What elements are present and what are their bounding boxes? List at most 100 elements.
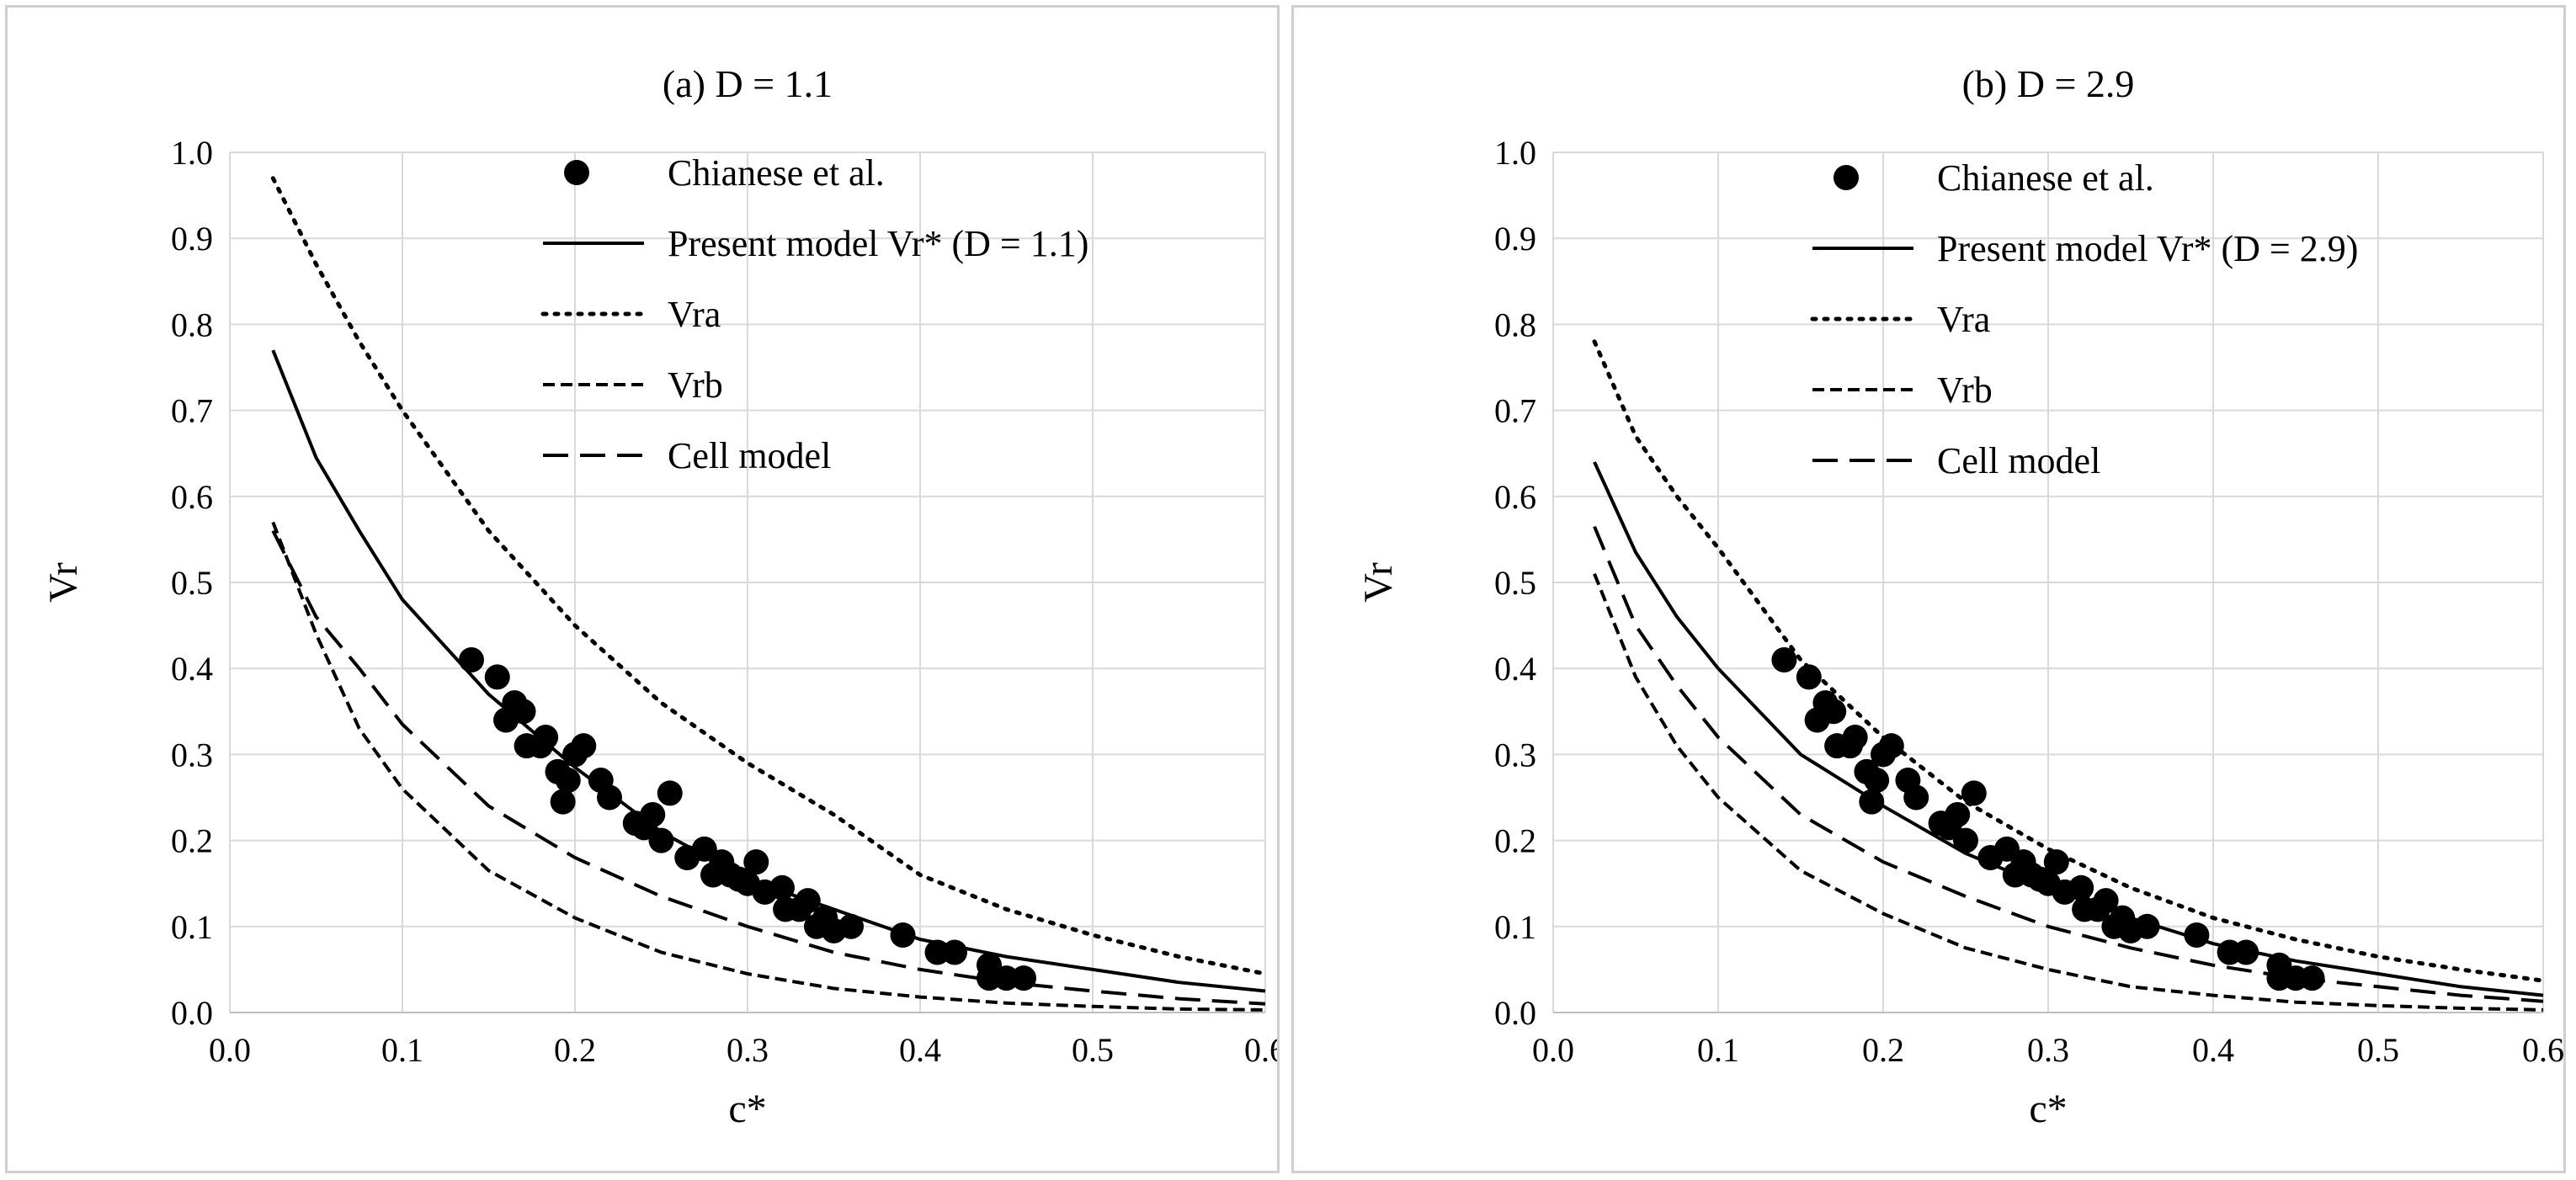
- chart-b-y-tick-label: 0.3: [1494, 736, 1536, 773]
- chart-a-y-tick-label: 0.2: [171, 822, 213, 860]
- chart-b-y-tick-label: 1.0: [1494, 134, 1536, 172]
- chart-b-data-point: [2233, 939, 2259, 965]
- chart-b-legend-label-4: Cell model: [1937, 440, 2100, 481]
- chart-b: 0.0 0.1 0.2 0.3 0.4 0.5 0.6 0.0 0.1 0.2 0.3 0.4 0.5 0…: [1356, 62, 2563, 1131]
- chart-a-data-point: [769, 874, 795, 901]
- chart-b-legend-label-1: Present model Vr* (D = 2.9): [1937, 228, 2358, 269]
- chart-b-x-tick-label: 0.2: [1862, 1031, 1904, 1069]
- chart-a-series-line-2: [270, 176, 1268, 976]
- chart-b-data-point: [1903, 784, 1929, 811]
- chart-b-data-point: [1864, 768, 1890, 794]
- chart-b-data-point: [2299, 965, 2325, 991]
- chart-b-y-tick-label: 0.7: [1494, 392, 1536, 430]
- chart-a-title: (a) D = 1.1: [663, 62, 833, 105]
- chart-a-data-point: [838, 913, 864, 939]
- chart-a-data-point: [459, 646, 484, 672]
- chart-a-data-point: [484, 664, 510, 690]
- chart-b-data-point: [1796, 664, 1822, 690]
- chart-b-x-tick-label: 0.4: [2192, 1031, 2234, 1069]
- chart-a-y-tick-label: 0.9: [171, 220, 213, 258]
- chart-b-data-point: [1953, 827, 1978, 853]
- chart-b-y-tick-label: 0.5: [1494, 564, 1536, 602]
- chart-a-data-point: [795, 888, 821, 914]
- chart-b-data-point: [2134, 913, 2160, 939]
- chart-b-series-line-2: [1592, 339, 2546, 983]
- chart-b-title: (b) D = 2.9: [1962, 62, 2135, 105]
- chart-b-x-axis-label: c*: [2029, 1087, 2067, 1131]
- chart-a-y-axis-label: Vr: [41, 562, 86, 603]
- chart-b-series-line-1: [1593, 461, 2544, 997]
- chart-a: 0.0 0.1 0.2 0.3 0.4 0.5 0.6 0.0 0.1 0.2 0.3 0.4 0.5 0…: [41, 62, 1277, 1131]
- chart-b-data-point: [1771, 646, 1797, 672]
- chart-b-x-tick-label: 0.5: [2357, 1031, 2399, 1069]
- chart-a-x-tick-label: 0.0: [209, 1031, 251, 1069]
- chart-a-data-point: [942, 939, 967, 965]
- chart-a-legend-label-4: Cell model: [668, 435, 831, 476]
- chart-a-y-tick-label: 0.6: [171, 478, 213, 516]
- chart-b-y-axis-label: Vr: [1356, 562, 1401, 603]
- chart-b-legend-label-0: Chianese et al.: [1937, 157, 2154, 199]
- chart-b-data-point: [1878, 733, 1904, 759]
- chart-b-y-tick-label: 0.0: [1494, 994, 1536, 1032]
- chart-b-legend-label-3: Vrb: [1937, 369, 1993, 411]
- chart-a-series-line-3: [271, 521, 1266, 1012]
- chart-a-legend-label-2: Vra: [668, 294, 721, 335]
- chart-b-y-tick-label: 0.9: [1494, 220, 1536, 258]
- chart-b-y-tick-label: 0.4: [1494, 650, 1536, 688]
- chart-a-legend-label-1: Present model Vr* (D = 1.1): [668, 223, 1088, 264]
- chart-a-data-point: [1011, 965, 1036, 991]
- chart-a-series-line-4: [271, 529, 1266, 1006]
- chart-a-legend-label-0: Chianese et al.: [668, 152, 885, 194]
- chart-b-series-line-4: [1593, 525, 2544, 1003]
- chart-a-data-point: [571, 733, 597, 759]
- chart-b-data-point: [2184, 922, 2210, 949]
- chart-a-x-tick-label: 0.2: [554, 1031, 596, 1069]
- chart-b-data-point: [1859, 789, 1885, 815]
- chart-a-y-tick-label: 0.7: [171, 392, 213, 430]
- chart-panel-b: 0.0 0.1 0.2 0.3 0.4 0.5 0.6 0.0 0.1 0.2 0.3 0.4 0.5 0…: [1291, 5, 2566, 1173]
- chart-a-data-point: [550, 789, 576, 815]
- chart-a-data-point: [533, 724, 559, 750]
- chart-a-data-point: [924, 939, 950, 965]
- chart-a-x-tick-label: 0.1: [381, 1031, 423, 1069]
- chart-b-x-tick-label: 0.0: [1532, 1031, 1574, 1069]
- chart-a-x-tick-label: 0.6: [1244, 1031, 1277, 1069]
- chart-a-data-point: [993, 965, 1019, 991]
- chart-b-legend-label-2: Vra: [1937, 299, 1990, 340]
- chart-b-data-point: [1945, 801, 1971, 827]
- chart-a-x-tick-label: 0.4: [899, 1031, 941, 1069]
- chart-a-x-tick-label: 0.5: [1072, 1031, 1114, 1069]
- chart-a-data-point: [640, 801, 666, 827]
- chart-panel-a: 0.0 0.1 0.2 0.3 0.4 0.5 0.6 0.0 0.1 0.2 0.3 0.4 0.5 0…: [5, 5, 1280, 1173]
- chart-a-data-point: [555, 768, 581, 794]
- chart-a-data-point: [743, 849, 769, 875]
- chart-a-y-tick-label: 0.1: [171, 908, 213, 946]
- chart-b-y-tick-label: 0.1: [1494, 908, 1536, 946]
- chart-a-data-point: [657, 780, 683, 806]
- chart-b-y-tick-label: 0.8: [1494, 306, 1536, 343]
- chart-b-data-point: [2068, 874, 2094, 901]
- chart-a-data-point: [691, 836, 717, 862]
- chart-a-y-tick-label: 1.0: [171, 134, 213, 172]
- chart-a-legend-marker-0: [564, 160, 589, 185]
- chart-b-y-tick-label: 0.6: [1494, 478, 1536, 516]
- chart-a-y-tick-label: 0.4: [171, 650, 213, 688]
- chart-a-legend-label-3: Vrb: [668, 364, 723, 406]
- chart-b-data-point: [1961, 780, 1987, 806]
- chart-a-data-point: [890, 922, 916, 949]
- chart-a-y-tick-label: 0.5: [171, 564, 213, 602]
- chart-a-y-tick-label: 0.8: [171, 306, 213, 343]
- chart-a-y-tick-label: 0.3: [171, 736, 213, 773]
- chart-b-y-tick-label: 0.2: [1494, 822, 1536, 860]
- chart-b-data-point: [2043, 849, 2069, 875]
- chart-b-data-point: [1821, 699, 1847, 725]
- chart-a-y-tick-label: 0.0: [171, 994, 213, 1032]
- chart-a-data-point: [977, 965, 1002, 991]
- chart-a-data-point: [648, 827, 674, 853]
- chart-b-x-tick-label: 0.3: [2027, 1031, 2069, 1069]
- chart-b-data-point: [2093, 888, 2119, 914]
- chart-b-data-point: [1842, 724, 1868, 750]
- chart-b-x-tick-label: 0.6: [2522, 1031, 2563, 1069]
- chart-b-series-line-3: [1593, 573, 2544, 1012]
- chart-b-legend-marker-0: [1834, 165, 1859, 190]
